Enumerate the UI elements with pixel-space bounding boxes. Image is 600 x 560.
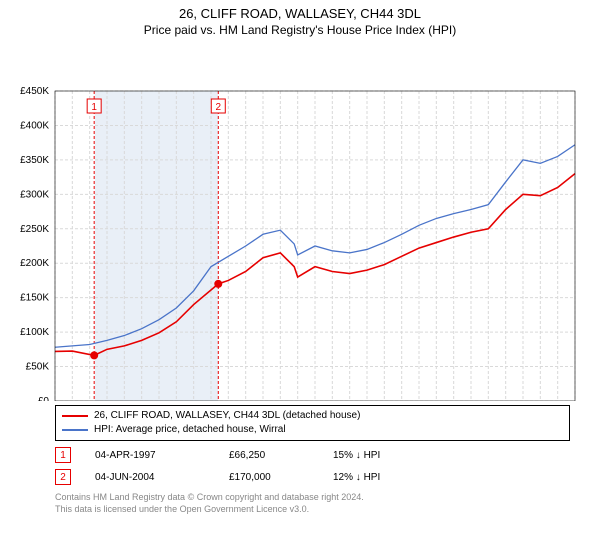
legend-item: HPI: Average price, detached house, Wirr… <box>62 423 563 437</box>
chart-title: 26, CLIFF ROAD, WALLASEY, CH44 3DL <box>0 0 600 21</box>
flag-number: 1 <box>55 447 71 463</box>
svg-text:1: 1 <box>91 102 97 113</box>
line-chart: £0 £50K £100K £150K £200K £250K £300K £350K £400… <box>0 41 600 401</box>
svg-text:£400K: £400K <box>20 120 49 131</box>
credit-line: This data is licensed under the Open Gov… <box>55 503 570 515</box>
svg-text:£200K: £200K <box>20 258 49 269</box>
svg-text:£0: £0 <box>38 396 50 401</box>
flag-row: 1 04-APR-1997 £66,250 15% ↓ HPI <box>55 447 570 463</box>
flag-row: 2 04-JUN-2004 £170,000 12% ↓ HPI <box>55 469 570 485</box>
legend-item: 26, CLIFF ROAD, WALLASEY, CH44 3DL (deta… <box>62 409 563 423</box>
svg-text:£100K: £100K <box>20 327 49 338</box>
legend: 26, CLIFF ROAD, WALLASEY, CH44 3DL (deta… <box>55 405 570 441</box>
flag-delta: 15% ↓ HPI <box>333 450 380 461</box>
svg-text:£450K: £450K <box>20 86 49 97</box>
flag-number: 2 <box>55 469 71 485</box>
chart-container: { "title": "26, CLIFF ROAD, WALLASEY, CH… <box>0 0 600 560</box>
credit: Contains HM Land Registry data © Crown c… <box>55 491 570 515</box>
flag-date: 04-JUN-2004 <box>95 472 205 483</box>
legend-swatch <box>62 429 88 431</box>
svg-text:£50K: £50K <box>26 362 50 373</box>
chart-subtitle: Price paid vs. HM Land Registry's House … <box>0 21 600 41</box>
flag-table: 1 04-APR-1997 £66,250 15% ↓ HPI 2 04-JUN… <box>55 447 570 485</box>
svg-text:£150K: £150K <box>20 293 49 304</box>
flag-delta: 12% ↓ HPI <box>333 472 380 483</box>
flag-price: £66,250 <box>229 450 309 461</box>
legend-label: HPI: Average price, detached house, Wirr… <box>94 423 286 437</box>
legend-label: 26, CLIFF ROAD, WALLASEY, CH44 3DL (deta… <box>94 409 360 423</box>
svg-text:£300K: £300K <box>20 189 49 200</box>
flag-date: 04-APR-1997 <box>95 450 205 461</box>
svg-text:£250K: £250K <box>20 224 49 235</box>
credit-line: Contains HM Land Registry data © Crown c… <box>55 491 570 503</box>
legend-swatch <box>62 415 88 417</box>
svg-text:2: 2 <box>215 102 221 113</box>
svg-text:£350K: £350K <box>20 155 49 166</box>
flag-price: £170,000 <box>229 472 309 483</box>
